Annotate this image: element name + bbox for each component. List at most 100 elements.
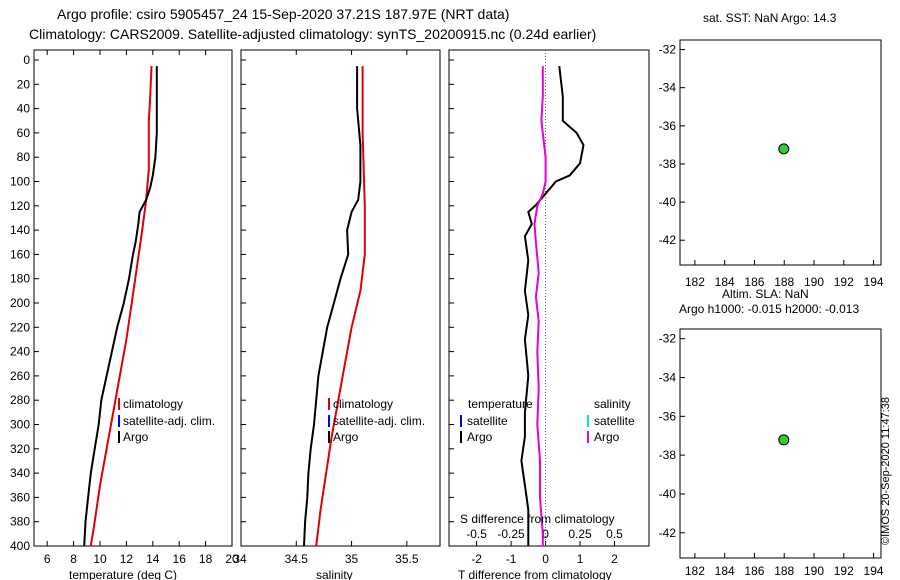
sla-label: Altim. SLA: NaN xyxy=(722,287,809,301)
x-tick-label: -2 xyxy=(471,552,482,566)
title-line-1: Argo profile: csiro 5905457_24 15-Sep-20… xyxy=(57,6,509,22)
lat-tick-label: -32 xyxy=(659,332,677,346)
difference-plot-frame xyxy=(448,49,650,547)
depth-tick-label: 200 xyxy=(10,296,30,310)
temperature-plot-frame xyxy=(33,49,233,547)
depth-tick-label: 280 xyxy=(10,393,30,407)
lat-tick-label: -32 xyxy=(659,43,677,57)
legend-s-satellite-label: satellite xyxy=(594,414,635,428)
argo-location-marker xyxy=(778,434,790,446)
legend-s-argo-label: Argo xyxy=(594,430,620,444)
depth-tick-label: 180 xyxy=(10,272,30,286)
title-line-2: Climatology: CARS2009. Satellite-adjuste… xyxy=(29,26,596,42)
legend-climatology-label: climatology xyxy=(123,397,183,411)
lat-tick-label: -38 xyxy=(659,448,677,462)
x-tick-label: 34.5 xyxy=(285,552,309,566)
salinity-plot-frame xyxy=(240,49,441,547)
lat-tick-label: -42 xyxy=(659,526,677,540)
legend-temperature-title: temperature xyxy=(468,397,533,411)
climatology-profile-line xyxy=(89,66,153,547)
lat-tick-label: -34 xyxy=(659,81,677,95)
depth-tick-label: 400 xyxy=(10,539,30,553)
sst-label: sat. SST: NaN Argo: 14.3 xyxy=(703,11,837,25)
x-tick-label: 18 xyxy=(199,552,213,566)
timestamp-stamp: ©IMOS 20-Sep-2020 11:47:38 xyxy=(880,397,892,545)
salinity-plot: 34.5 35 35.5 xyxy=(241,50,419,566)
legend-satellite-label: satellite-adj. clim. xyxy=(333,414,425,428)
legend-argo-label: Argo xyxy=(123,430,149,444)
depth-tick-label: 0 xyxy=(23,53,30,67)
sst-map-frame xyxy=(679,39,882,266)
lat-tick-label: -42 xyxy=(659,233,677,247)
x-tick-label: 14 xyxy=(146,552,160,566)
lat-tick-label: -36 xyxy=(659,409,677,423)
depth-tick-label: 60 xyxy=(17,126,31,140)
lon-tick-label: 192 xyxy=(834,564,854,578)
salinity-axis-label: salinity xyxy=(316,568,353,580)
lat-tick-label: -36 xyxy=(659,119,677,133)
lat-tick-label: -34 xyxy=(659,371,677,385)
legend-argo-label: Argo xyxy=(333,430,359,444)
lat-tick-label: -40 xyxy=(659,195,677,209)
depth-tick-label: 380 xyxy=(10,515,30,529)
x-tick-label: 0 xyxy=(542,552,549,566)
temperature-axis-label: temperature (deg C) xyxy=(69,568,177,580)
x-tick-label: 16 xyxy=(173,552,187,566)
x-tick-label: 8 xyxy=(70,552,77,566)
s-difference-axis-label: S difference from climatology xyxy=(460,512,615,526)
t-difference-axis-label: T difference from climatology xyxy=(458,568,612,580)
depth-tick-label: 100 xyxy=(10,175,30,189)
argo-profile-line xyxy=(83,66,158,547)
x-tick-label: 10 xyxy=(93,552,107,566)
sla-map-frame xyxy=(679,328,882,559)
lon-tick-label: 188 xyxy=(774,275,794,289)
depth-tick-label: 340 xyxy=(10,466,30,480)
x-tick-label: -1 xyxy=(506,552,517,566)
x-tick-label: 20 xyxy=(225,552,239,566)
x-tick-label: 2 xyxy=(611,552,618,566)
x-tick-label: 34 xyxy=(233,552,247,566)
lat-tick-label: -40 xyxy=(659,487,677,501)
lon-tick-label: 184 xyxy=(715,564,735,578)
s-tick-label: -0.5 xyxy=(466,527,487,541)
legend-salinity-title: salinity xyxy=(594,397,631,411)
x-tick-label: 6 xyxy=(44,552,51,566)
x-tick-label: 35.5 xyxy=(395,552,419,566)
s-tick-label: 0.25 xyxy=(568,527,592,541)
legend-t-satellite-label: satellite xyxy=(467,414,508,428)
salinity-legend: climatology satellite-adj. clim. Argo xyxy=(328,397,425,444)
s-tick-label: 0.5 xyxy=(606,527,623,541)
lon-tick-label: 188 xyxy=(774,564,794,578)
depth-tick-label: 300 xyxy=(10,418,30,432)
x-tick-label: 35 xyxy=(345,552,359,566)
climatology-profile-line xyxy=(315,66,366,547)
temperature-plot: 0 20 40 60 80 100 120 140 160 180 200 220 240 260 280 3… xyxy=(10,50,247,566)
difference-legend: temperature satellite Argo salinity sate… xyxy=(460,397,635,444)
sla-map: 182 184 186 188 190 192 194 -32 -34 -36 -38 -40 -42 xyxy=(659,332,884,578)
depth-tick-label: 220 xyxy=(10,320,30,334)
lon-tick-label: 194 xyxy=(864,275,884,289)
depth-tick-label: 140 xyxy=(10,223,30,237)
s-tick-label: -0.25 xyxy=(497,527,525,541)
depth-tick-label: 240 xyxy=(10,345,30,359)
depth-tick-label: 80 xyxy=(17,150,31,164)
lon-tick-label: 190 xyxy=(804,564,824,578)
argo-location-marker xyxy=(778,143,790,155)
lon-tick-label: 190 xyxy=(804,275,824,289)
t-difference-line xyxy=(520,65,585,546)
lon-tick-label: 186 xyxy=(744,564,764,578)
depth-tick-label: 120 xyxy=(10,199,30,213)
lon-tick-label: 182 xyxy=(685,564,705,578)
lon-tick-label: 184 xyxy=(715,275,735,289)
legend-satellite-label: satellite-adj. clim. xyxy=(123,414,215,428)
legend-t-argo-label: Argo xyxy=(467,430,493,444)
lon-tick-label: 194 xyxy=(864,564,884,578)
legend-climatology-label: climatology xyxy=(333,397,393,411)
s-difference-line xyxy=(533,66,547,546)
lat-tick-label: -38 xyxy=(659,157,677,171)
argo-height-label: Argo h1000: -0.015 h2000: -0.013 xyxy=(679,302,859,316)
depth-tick-label: 160 xyxy=(10,247,30,261)
depth-tick-label: 360 xyxy=(10,490,30,504)
